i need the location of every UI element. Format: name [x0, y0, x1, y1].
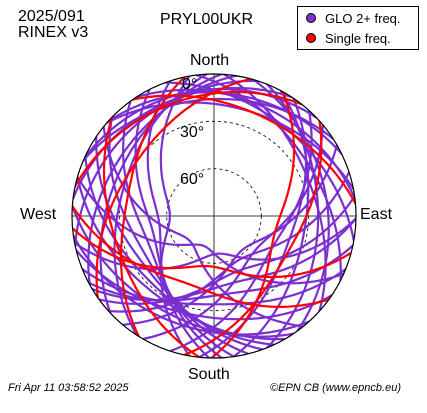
south-label: South [188, 366, 230, 383]
format-label: RINEX v3 [18, 24, 89, 41]
date-label: 2025/091 [18, 8, 85, 25]
legend-label-multi: GLO 2+ freq. [325, 10, 401, 26]
satellite-track-single-46 [74, 91, 303, 188]
legend: GLO 2+ freq. Single freq. [297, 6, 419, 50]
footer-credit: ©EPN CB (www.epncb.eu) [270, 382, 401, 394]
legend-label-single: Single freq. [325, 30, 391, 46]
ring-label-0: 0° [182, 76, 198, 93]
satellite-track-multi-33 [222, 74, 327, 313]
west-label: West [20, 206, 57, 223]
ring-label-60: 60° [180, 171, 205, 188]
red-dot-icon [306, 33, 316, 43]
satellite-track-multi-17 [141, 123, 324, 341]
satellite-track-single-44 [210, 90, 296, 358]
horizon-outline [71, 73, 357, 359]
satellite-track-single-47 [95, 77, 252, 299]
satellite-track-single-41 [72, 205, 330, 309]
satellite-track-multi-7 [76, 175, 287, 341]
satellite-track-single-43 [183, 119, 323, 356]
footer-timestamp: Fri Apr 11 03:58:52 2025 [8, 382, 129, 394]
satellite-track-multi-31 [164, 81, 355, 242]
north-label: North [190, 52, 230, 69]
satellite-track-single-40 [119, 76, 186, 338]
grid [72, 74, 356, 358]
satellite-track-multi-4 [108, 116, 250, 355]
satellite-tracks [72, 74, 356, 358]
legend-item-single: Single freq. [306, 29, 391, 47]
satellite-track-multi-26 [74, 79, 259, 247]
satellite-track-single-39 [102, 116, 201, 358]
station-title: PRYL00UKR [160, 11, 254, 28]
satellite-track-multi-28 [83, 88, 318, 160]
purple-dot-icon [306, 13, 316, 23]
satellite-track-single-42 [72, 227, 353, 279]
legend-item-multi: GLO 2+ freq. [306, 9, 401, 27]
ring-label-30: 30° [180, 124, 205, 141]
satellite-track-multi-37 [76, 175, 345, 285]
satellite-track-multi-36 [102, 125, 305, 328]
satellite-track-multi-21 [266, 83, 320, 349]
east-label: East [360, 206, 393, 223]
satellite-track-multi-16 [121, 143, 339, 326]
satellite-track-multi-29 [107, 91, 343, 155]
satellite-track-multi-8 [72, 205, 295, 338]
satellite-track-multi-32 [195, 74, 342, 282]
satellite-track-single-45 [131, 94, 356, 205]
